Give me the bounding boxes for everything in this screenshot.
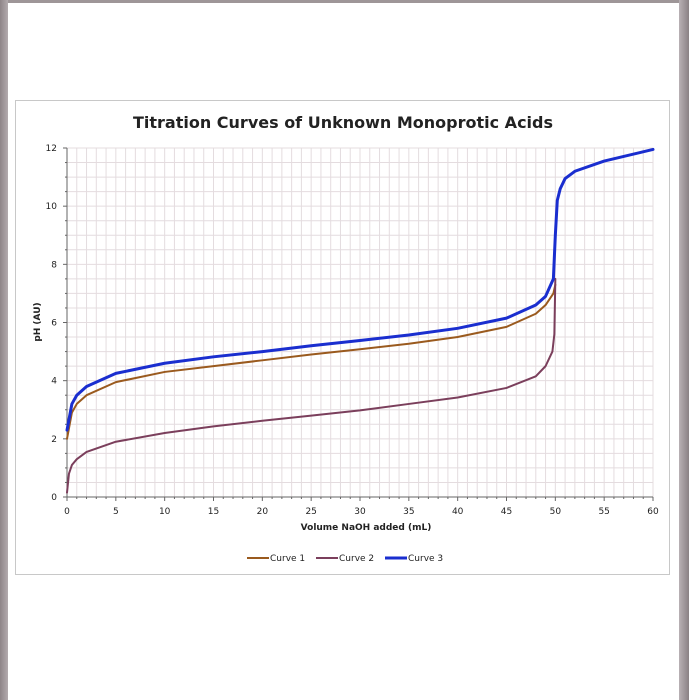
window-frame-left (0, 0, 8, 700)
y-tick-label: 6 (51, 319, 57, 329)
legend-label-curve-2: Curve 2 (339, 554, 374, 564)
y-tick-label: 8 (51, 260, 57, 270)
legend-label-curve-3: Curve 3 (408, 554, 443, 564)
legend: Curve 1 Curve 2 Curve 3 (247, 554, 443, 564)
x-axis-ticks: 0 5 10 15 20 25 30 35 40 45 50 55 60 (64, 507, 659, 517)
y-tick-label: 10 (46, 202, 58, 212)
x-tick-label: 5 (113, 507, 119, 517)
x-tick-label: 30 (354, 507, 366, 517)
x-axis-label: Volume NaOH added (mL) (301, 523, 432, 533)
x-tick-label: 25 (305, 507, 316, 517)
axes (63, 147, 654, 501)
x-tick-label: 15 (208, 507, 219, 517)
series-line-curve-1 (66, 283, 557, 440)
y-tick-label: 2 (51, 435, 57, 445)
x-tick-label: 45 (501, 507, 512, 517)
x-tick-label: 60 (647, 507, 659, 517)
chart-title: Titration Curves of Unknown Monoprotic A… (133, 113, 553, 132)
x-tick-label: 20 (257, 507, 269, 517)
x-tick-label: 10 (159, 507, 171, 517)
series-line-curve-3 (65, 147, 655, 432)
x-tick-label: 50 (550, 507, 562, 517)
x-tick-label: 35 (403, 507, 414, 517)
y-axis-label: pH (AU) (33, 302, 43, 341)
y-tick-label: 0 (51, 493, 57, 503)
window-frame-top (0, 0, 689, 3)
window-frame-right (679, 0, 689, 700)
series-line-curve-2 (66, 277, 557, 494)
x-tick-label: 40 (452, 507, 464, 517)
x-tick-label: 55 (598, 507, 609, 517)
gridlines (67, 147, 654, 497)
y-tick-label: 12 (46, 144, 57, 154)
x-tick-label: 0 (64, 507, 70, 517)
legend-label-curve-1: Curve 1 (270, 554, 305, 564)
y-axis-ticks: 0 2 4 6 8 10 12 (46, 144, 58, 503)
data-series (65, 147, 655, 494)
y-tick-label: 4 (51, 377, 57, 387)
